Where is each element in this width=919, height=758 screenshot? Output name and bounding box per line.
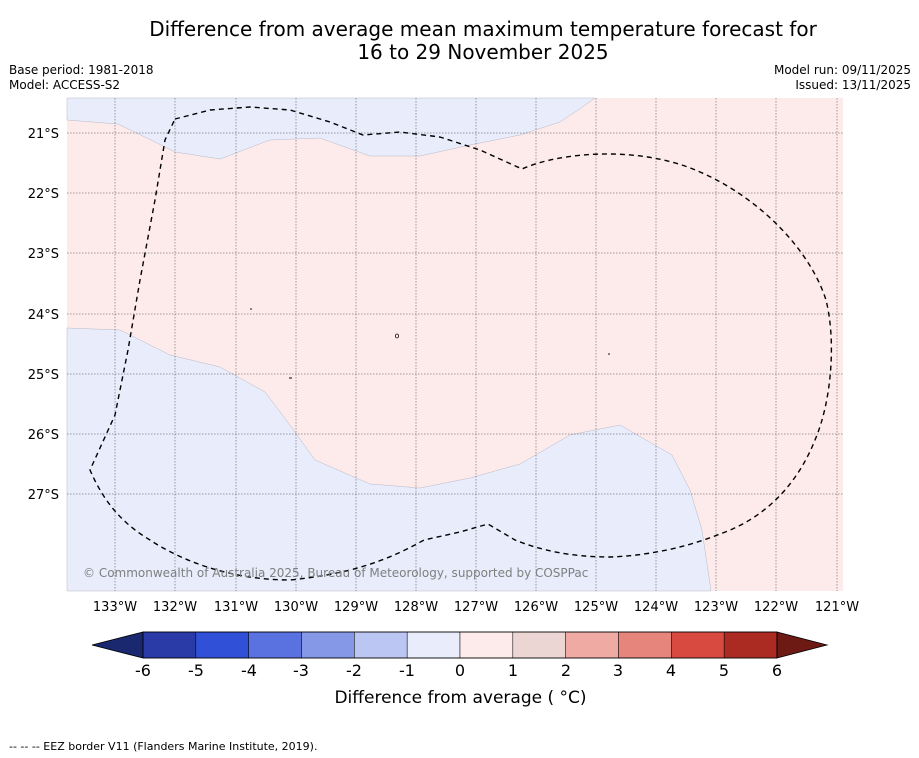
colorbar-label: Difference from average ( °C) [334, 688, 587, 708]
colorbar-tick-label: -6 [135, 661, 151, 680]
lat-label: 23°S [28, 247, 59, 262]
colorbar-tick-label: 6 [772, 661, 782, 680]
cool-region-south [66, 327, 712, 592]
lat-label: 26°S [28, 428, 59, 443]
model-name: Model: ACCESS-S2 [9, 78, 121, 92]
island-marker [250, 308, 252, 310]
colorbar-tick-label: 4 [666, 661, 676, 680]
base-period: Base period: 1981-2018 [9, 63, 154, 77]
colorbar-segment [618, 631, 672, 659]
lon-label: 132°W [153, 600, 197, 615]
colorbar-segment [354, 631, 408, 659]
lon-label: 133°W [93, 600, 137, 615]
colorbar-segment [512, 631, 566, 659]
lon-label: 124°W [634, 600, 678, 615]
colorbar-tick-label: -4 [241, 661, 257, 680]
colorbar-segment [406, 631, 461, 659]
map-title: Difference from average mean maximum tem… [0, 18, 919, 64]
footer-note: -- -- -- EEZ border V11 (Flanders Marine… [9, 740, 318, 753]
copyright-text: © Commonwealth of Australia 2025, Bureau… [83, 566, 588, 580]
colorbar-outline [142, 631, 778, 659]
lon-label: 125°W [574, 600, 618, 615]
colorbar-tick-label: 1 [508, 661, 518, 680]
colorbar-tick-label: -1 [399, 661, 415, 680]
colorbar-tick-label: -5 [188, 661, 204, 680]
lon-label: 126°W [514, 600, 558, 615]
colorbar-segment [301, 631, 355, 659]
lon-label: 128°W [394, 600, 438, 615]
lat-label: 24°S [28, 308, 59, 323]
meta-left: Base period: 1981-2018 Model: ACCESS-S2 [9, 63, 154, 93]
lat-label: 22°S [28, 187, 59, 202]
lat-label: 21°S [28, 127, 59, 142]
lat-label: 27°S [28, 488, 59, 503]
colorbar-tick-label: -3 [293, 661, 309, 680]
model-run: Model run: 09/11/2025 [773, 63, 911, 77]
lon-label: 123°W [694, 600, 738, 615]
lon-label: 130°W [274, 600, 318, 615]
lon-label: 121°W [815, 600, 859, 615]
colorbar-segment [723, 631, 778, 659]
island-marker [394, 333, 399, 339]
lon-label: 129°W [334, 600, 378, 615]
colorbar-tick-label: 2 [561, 661, 571, 680]
colorbar-low-extension [91, 631, 144, 659]
island-marker [608, 353, 610, 355]
colorbar-tick-label: 5 [719, 661, 729, 680]
eez-border [89, 106, 833, 581]
colorbar [91, 631, 829, 659]
colorbar-tick-label: -2 [346, 661, 362, 680]
lon-label: 131°W [214, 600, 258, 615]
lat-label: 25°S [28, 368, 59, 383]
colorbar-segment [565, 631, 619, 659]
colorbar-tick-label: 3 [613, 661, 623, 680]
lon-label: 127°W [454, 600, 498, 615]
colorbar-segment [248, 631, 302, 659]
colorbar-segment [142, 631, 197, 659]
lon-label: 122°W [754, 600, 798, 615]
colorbar-tick-label: 0 [455, 661, 465, 680]
colorbar-segment [459, 631, 514, 659]
issued-date: Issued: 13/11/2025 [795, 78, 911, 92]
title-line-2: 16 to 29 November 2025 [357, 40, 609, 64]
colorbar-high-extension [776, 631, 829, 659]
colorbar-segment [671, 631, 725, 659]
title-line-1: Difference from average mean maximum tem… [149, 17, 817, 41]
colorbar-segment [195, 631, 249, 659]
gridlines [67, 98, 843, 591]
meta-right: Model run: 09/11/2025 Issued: 13/11/2025 [774, 63, 911, 93]
